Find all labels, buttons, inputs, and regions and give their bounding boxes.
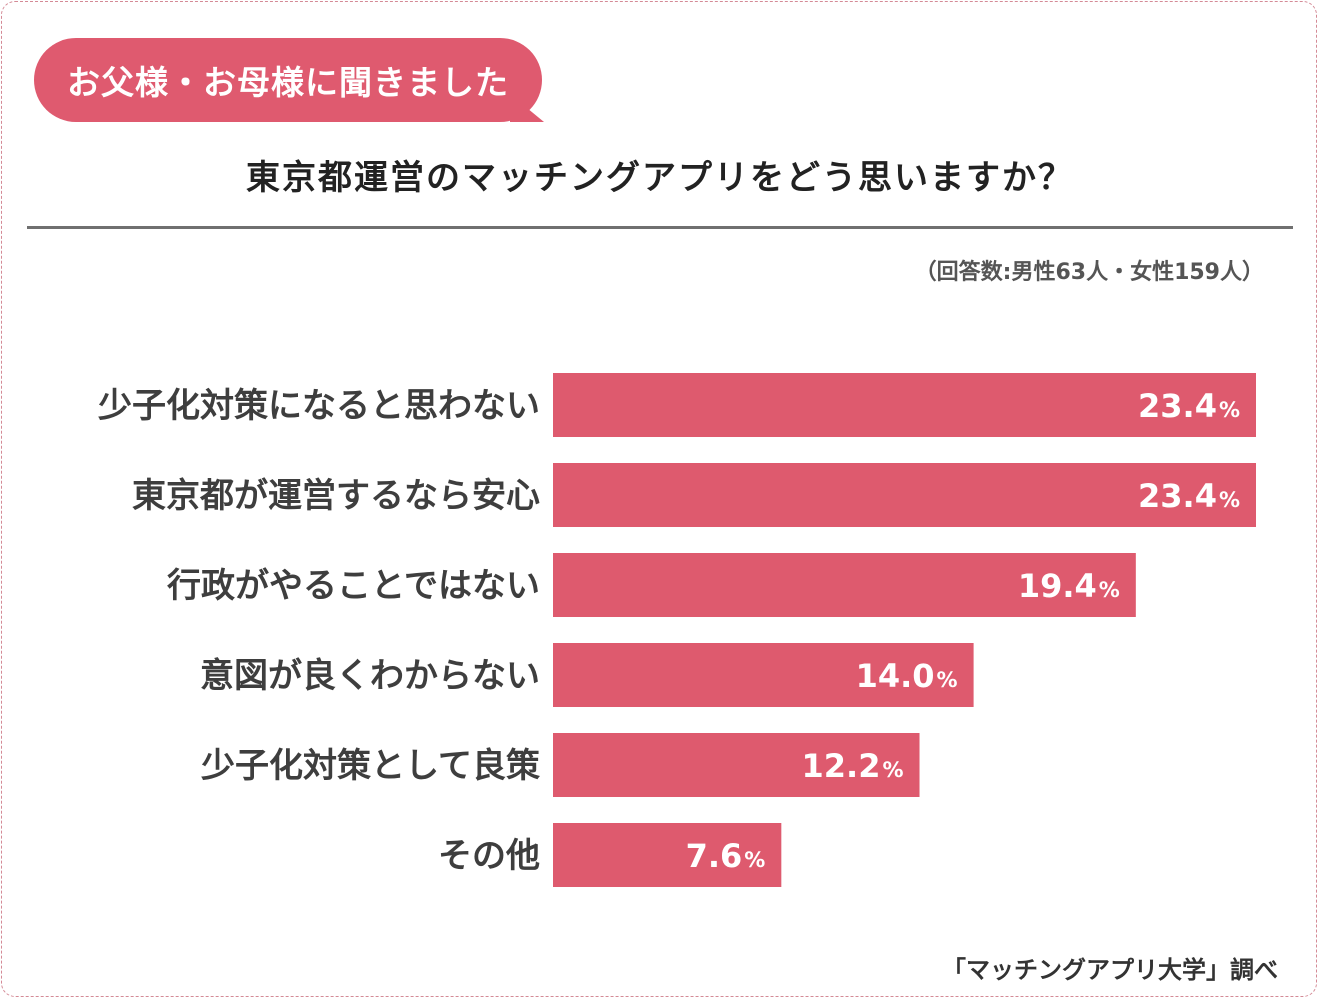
value-unit-6: %	[744, 848, 765, 872]
respondent-count: （回答数:男性63人・女性159人）	[914, 260, 1264, 285]
source-credit: 「マッチングアプリ大学」調べ	[942, 956, 1278, 984]
value-unit-5: %	[882, 758, 903, 782]
category-label-3: 行政がやることではない	[167, 566, 540, 606]
chart-title: 東京都運営のマッチングアプリをどう思いますか？	[246, 158, 1074, 198]
title-divider	[27, 226, 1293, 229]
category-label-5: 少子化対策として良策	[201, 746, 540, 786]
bar-2	[553, 463, 1256, 527]
bar-3	[553, 553, 1136, 617]
value-unit-4: %	[937, 668, 958, 692]
speech-bubble-badge: お父様・お母様に聞きました	[34, 38, 542, 122]
value-unit-1: %	[1219, 398, 1240, 422]
bar-6	[553, 823, 782, 887]
category-label-2: 東京都が運営するなら安心	[132, 476, 540, 516]
category-label-1: 少子化対策になると思わない	[98, 386, 540, 426]
speech-bubble-tail	[510, 94, 544, 122]
bar-1	[553, 373, 1256, 437]
bar-5	[553, 733, 920, 797]
value-unit-3: %	[1099, 578, 1120, 602]
category-label-6: その他	[438, 836, 540, 876]
badge-text: お父様・お母様に聞きました	[67, 63, 509, 102]
category-label-4: 意図が良くわからない	[200, 656, 540, 696]
bar-4	[553, 643, 974, 707]
value-unit-2: %	[1219, 488, 1240, 512]
